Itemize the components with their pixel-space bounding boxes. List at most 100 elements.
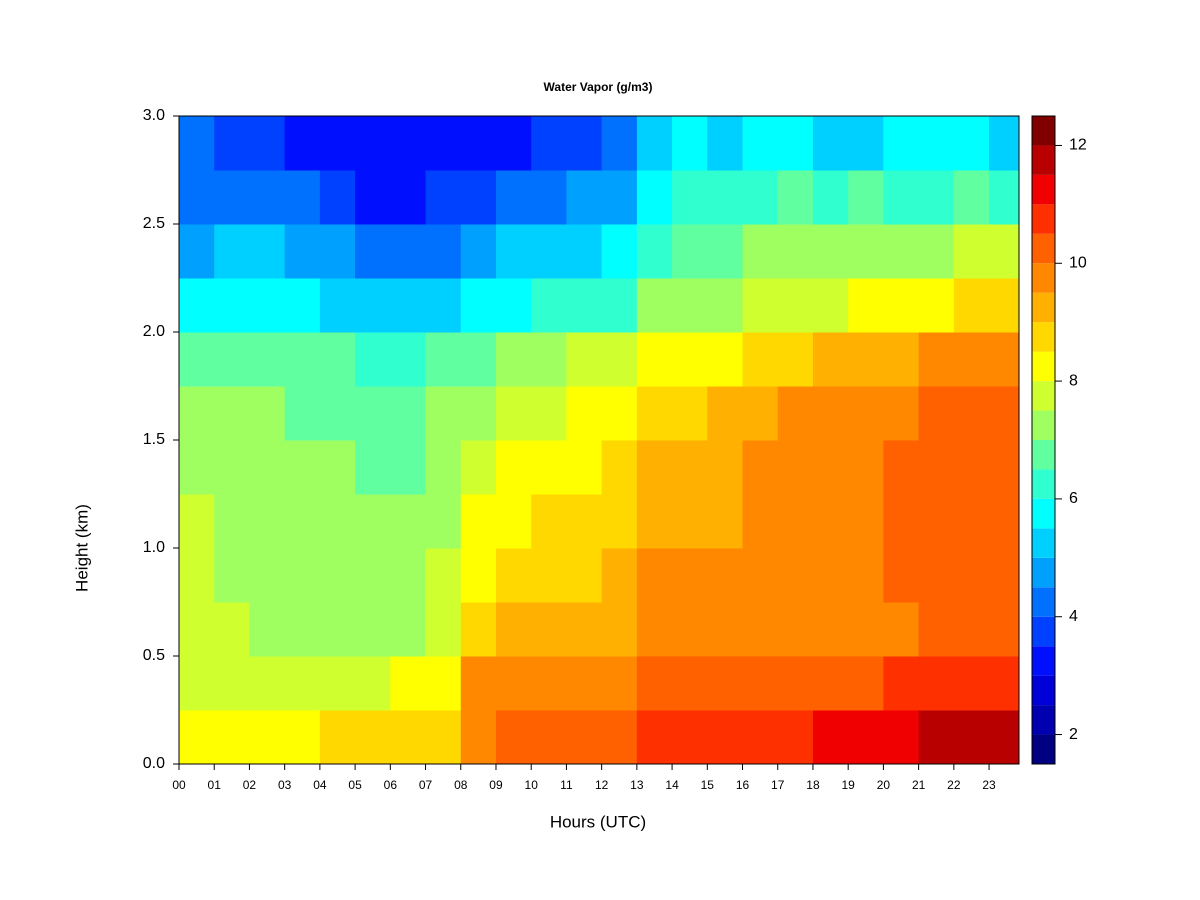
colorbar-swatch xyxy=(1032,351,1055,382)
heat-cell xyxy=(883,494,920,549)
heat-cell xyxy=(989,116,1019,171)
heat-cell xyxy=(953,332,990,387)
heat-cell xyxy=(179,224,215,279)
heat-cell xyxy=(883,224,920,279)
heat-cell xyxy=(742,440,779,495)
heat-cell xyxy=(249,332,286,387)
heat-cell xyxy=(425,278,462,333)
x-tick-label: 07 xyxy=(419,778,433,792)
heat-cell xyxy=(777,548,814,603)
heat-cell xyxy=(672,548,708,603)
heat-cell xyxy=(460,602,497,657)
heat-cell xyxy=(601,602,638,657)
heat-cell xyxy=(918,170,955,225)
heat-cell xyxy=(672,494,708,549)
heat-cell xyxy=(953,278,990,333)
heat-cell xyxy=(918,386,955,441)
heat-cell xyxy=(812,548,849,603)
colorbar-swatch xyxy=(1032,440,1055,470)
heat-cell xyxy=(883,332,920,387)
heat-cell xyxy=(672,224,708,279)
heat-cell xyxy=(495,710,532,764)
heat-cell xyxy=(918,332,955,387)
heat-cell xyxy=(812,224,849,279)
heat-cell xyxy=(179,170,215,225)
heat-cell xyxy=(953,494,990,549)
heat-cell xyxy=(214,656,250,711)
heat-cell xyxy=(989,548,1019,603)
heat-cell xyxy=(179,386,215,441)
heat-cell xyxy=(742,656,779,711)
heat-cell xyxy=(848,224,884,279)
heat-cell xyxy=(319,494,356,549)
heat-cell xyxy=(566,494,603,549)
heat-cell xyxy=(531,116,567,171)
colorbar-swatch xyxy=(1032,292,1055,323)
heat-cell xyxy=(249,440,286,495)
x-tick-label: 19 xyxy=(842,778,856,792)
colorbar-swatch xyxy=(1032,587,1055,617)
heat-cell xyxy=(249,386,286,441)
heat-cell xyxy=(672,710,708,764)
y-tick-label: 2.5 xyxy=(143,215,165,232)
heat-cell xyxy=(636,278,673,333)
heat-cell xyxy=(495,602,532,657)
y-tick-label: 1.0 xyxy=(143,539,165,556)
heat-cell xyxy=(601,386,638,441)
x-tick-label: 16 xyxy=(736,778,750,792)
colorbar-swatch xyxy=(1032,705,1055,735)
x-tick-label: 13 xyxy=(630,778,644,792)
heat-cell xyxy=(319,710,356,764)
heat-cell xyxy=(390,710,427,764)
heat-cell xyxy=(214,548,250,603)
heat-cell xyxy=(848,386,884,441)
heat-cell xyxy=(319,602,356,657)
heat-cell xyxy=(425,386,462,441)
x-tick-label: 11 xyxy=(560,778,573,792)
heat-cell xyxy=(319,386,356,441)
heat-cell xyxy=(425,602,462,657)
heat-cell xyxy=(812,332,849,387)
colorbar-swatch xyxy=(1032,322,1055,352)
heat-cell xyxy=(214,170,250,225)
colorbar-tick-label: 6 xyxy=(1069,490,1078,507)
heat-cell xyxy=(531,602,567,657)
heat-cell xyxy=(495,440,532,495)
heat-cell xyxy=(601,278,638,333)
heat-cell xyxy=(953,170,990,225)
heat-cell xyxy=(742,548,779,603)
heat-cell xyxy=(672,170,708,225)
heat-cell xyxy=(531,332,567,387)
heat-cell xyxy=(672,602,708,657)
heat-cell xyxy=(214,440,250,495)
colorbar-swatch xyxy=(1032,616,1055,647)
heat-cell xyxy=(636,116,673,171)
heat-cell xyxy=(214,710,250,764)
heat-cell xyxy=(918,116,955,171)
heat-cell xyxy=(953,656,990,711)
heat-cell xyxy=(918,602,955,657)
heat-cell xyxy=(390,386,427,441)
heat-cell xyxy=(777,386,814,441)
heat-cell xyxy=(460,278,497,333)
heat-cell xyxy=(460,332,497,387)
y-axis-label: Height (km) xyxy=(72,504,91,592)
colorbar-swatch xyxy=(1032,498,1055,529)
heat-cell xyxy=(390,548,427,603)
heat-cell xyxy=(636,710,673,764)
heat-cell xyxy=(214,494,250,549)
heat-cell xyxy=(777,602,814,657)
heat-cell xyxy=(707,386,744,441)
heatmap xyxy=(179,116,1019,764)
x-tick-label: 17 xyxy=(771,778,785,792)
x-tick-label: 00 xyxy=(172,778,186,792)
x-tick-label: 03 xyxy=(278,778,292,792)
heat-cell xyxy=(249,116,286,171)
heat-cell xyxy=(777,656,814,711)
heat-cell xyxy=(883,656,920,711)
heat-cell xyxy=(636,440,673,495)
heat-cell xyxy=(460,170,497,225)
heat-cell xyxy=(179,548,215,603)
colorbar-swatch xyxy=(1032,116,1055,146)
heat-cell xyxy=(355,656,391,711)
